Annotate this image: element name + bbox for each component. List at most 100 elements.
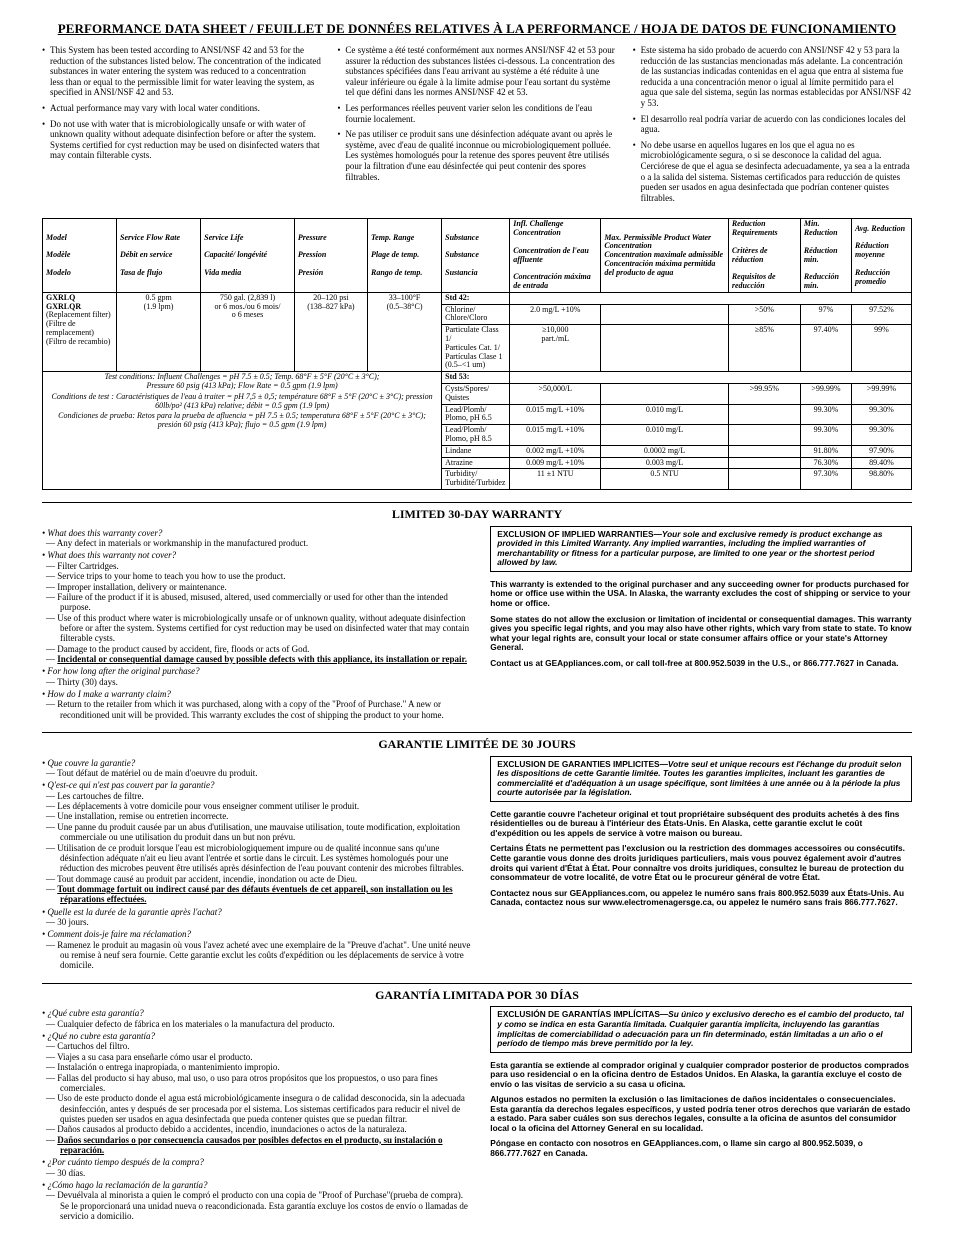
cell: Lead/Plomb/Plomo, pH 8.5 — [442, 425, 510, 446]
intro-bullet: El desarrollo real podría variar de acue… — [633, 114, 912, 135]
q: ¿Qué no cubre esta garantía? — [42, 1031, 472, 1041]
q: Comment dois-je faire ma réclamation? — [42, 929, 472, 939]
warranty-es-title: GARANTÍA LIMITADA POR 30 DÍAS — [42, 983, 912, 1003]
cell: 0.5 gpm(1.9 lpm) — [117, 292, 201, 371]
a: Failure of the product if it is abused, … — [60, 592, 472, 613]
q: What does this warranty not cover? — [42, 550, 472, 560]
a: Return to the retailer from which it was… — [60, 699, 472, 720]
intro-bullet: Do not use with water that is microbiolo… — [42, 119, 321, 161]
a: Daños causados al producto debido a acci… — [60, 1124, 472, 1134]
p: This warranty is extended to the origina… — [490, 580, 912, 609]
exclusion-box: EXCLUSIÓN DE GARANTÍAS IMPLÍCITAS—Su úni… — [490, 1006, 912, 1052]
a: Utilisation de ce produit lorsque l'eau … — [60, 843, 472, 874]
th-model: ModelModèleModelo — [43, 219, 117, 292]
p: Algunos estados no permiten la exclusión… — [490, 1095, 912, 1133]
q: Q'est-ce qui n'est pas couvert par la ga… — [42, 780, 472, 790]
th-temp: Temp. RangePlage de temp.Rango de temp. — [368, 219, 442, 292]
intro-bullet: Les performances réelles peuvent varier … — [337, 103, 616, 124]
warranty-en: What does this warranty cover? Any defec… — [42, 526, 912, 720]
cell: Cysts/Spores/Quistes — [442, 384, 510, 405]
q: How do I make a warranty claim? — [42, 689, 472, 699]
a: 30 días. — [60, 1168, 472, 1178]
warranty-fr-right: EXCLUSION DE GARANTIES IMPLICITES—Votre … — [490, 756, 912, 971]
cell: Std 53: — [442, 372, 510, 384]
q: Que couvre la garantie? — [42, 758, 472, 768]
q: ¿Por cuánto tiempo después de la compra? — [42, 1157, 472, 1167]
warranty-es: ¿Qué cubre esta garantía? Cualquier defe… — [42, 1006, 912, 1221]
cell: 20–120 psi(138–827 kPa) — [294, 292, 367, 371]
cell: Lead/Plomb/Plomo, pH 6.5 — [442, 404, 510, 425]
cell — [510, 292, 912, 304]
cell: Std 42: — [442, 292, 510, 304]
warranty-en-left: What does this warranty cover? Any defec… — [42, 526, 472, 720]
a: Instalación o entrega inapropiada, o man… — [60, 1062, 472, 1072]
a: Fallas del producto si hay abuso, mal us… — [60, 1073, 472, 1094]
performance-table: ModelModèleModelo Service Flow RateDébit… — [42, 218, 912, 490]
a: Damage to the product caused by accident… — [60, 644, 472, 654]
q: What does this warranty cover? — [42, 528, 472, 538]
a: Cualquier defecto de fábrica en los mate… — [60, 1019, 472, 1029]
warranty-es-right: EXCLUSIÓN DE GARANTÍAS IMPLÍCITAS—Su úni… — [490, 1006, 912, 1221]
p: Certains États ne permettent pas l'exclu… — [490, 844, 912, 882]
a: Uso de este producto donde el agua está … — [60, 1093, 472, 1124]
q: ¿Cómo hago la reclamación de la garantía… — [42, 1180, 472, 1190]
q: For how long after the original purchase… — [42, 666, 472, 676]
warranty-en-right: EXCLUSION OF IMPLIED WARRANTIES—Your sol… — [490, 526, 912, 720]
warranty-fr-left: Que couvre la garantie? Tout défaut de m… — [42, 756, 472, 971]
cell: 750 gal. (2,839 l)or 6 mos./ou 6 mois/o … — [201, 292, 295, 371]
intro-en: This System has been tested according to… — [42, 45, 321, 209]
exclusion-box: EXCLUSION OF IMPLIED WARRANTIES—Your sol… — [490, 526, 912, 572]
th-redreq: Reduction RequirementsCritères de réduct… — [728, 219, 800, 292]
page-title: PERFORMANCE DATA SHEET / FEUILLET DE DON… — [42, 22, 912, 37]
th-substance: SubstanceSubstanceSustancia — [442, 219, 510, 292]
a: Cartuchos del filtro. — [60, 1041, 472, 1051]
a: Les déplacements à votre domicile pour v… — [60, 801, 472, 811]
intro-fr: Ce système a été testé conformément aux … — [337, 45, 616, 209]
intro-es: Este sistema ha sido probado de acuerdo … — [633, 45, 912, 209]
cell: Lindane — [442, 445, 510, 457]
a: Ramenez le produit au magasin où vous l'… — [60, 940, 472, 971]
cell: Chlorine/Chlore/Cloro — [442, 304, 510, 325]
exclusion-box: EXCLUSION DE GARANTIES IMPLICITES—Votre … — [490, 756, 912, 802]
intro-bullet: No debe usarse en aquellos lugares en lo… — [633, 140, 912, 204]
a: Daños secundarios o por consecuencia cau… — [60, 1135, 472, 1156]
q: Quelle est la durée de la garantie après… — [42, 907, 472, 917]
a: Improper installation, delivery or maint… — [60, 582, 472, 592]
a: Service trips to your home to teach you … — [60, 571, 472, 581]
th-life: Service LifeCapacité/ longévitéVida medi… — [201, 219, 295, 292]
a: Any defect in materials or workmanship i… — [60, 538, 472, 548]
warranty-fr: Que couvre la garantie? Tout défaut de m… — [42, 756, 912, 971]
th-flow: Service Flow RateDébit en serviceTasa de… — [117, 219, 201, 292]
q: ¿Qué cubre esta garantía? — [42, 1008, 472, 1018]
intro-bullet: Este sistema ha sido probado de acuerdo … — [633, 45, 912, 109]
a: Les cartouches de filtre. — [60, 791, 472, 801]
th-avg: Avg. ReductionRéduction moyenneReducción… — [852, 219, 912, 292]
a: Thirty (30) days. — [60, 677, 472, 687]
p: Contact us at GEAppliances.com, or call … — [490, 659, 912, 669]
th-pressure: PressurePressionPresión — [294, 219, 367, 292]
cell: Atrazine — [442, 457, 510, 469]
intro-bullet: Actual performance may vary with local w… — [42, 103, 321, 114]
a: Tout défaut de matériel ou de main d'oeu… — [60, 768, 472, 778]
p: Contactez nous sur GEAppliances.com, ou … — [490, 889, 912, 908]
a: Viajes a su casa para enseñarle cómo usa… — [60, 1052, 472, 1062]
a: Devuélvala al minorista a quien le compr… — [60, 1190, 472, 1221]
test-conditions: Test conditions: Influent Challenges = p… — [43, 372, 442, 490]
a: Une panne du produit causée par un abus … — [60, 822, 472, 843]
cell: Particulate Class 1/Particules Cat. 1/Pa… — [442, 325, 510, 372]
cell-model: GXRLQGXRLQR(Replacement filter)(Filtre d… — [43, 292, 117, 371]
p: Póngase en contacto con nosotros en GEAp… — [490, 1139, 912, 1158]
th-max: Max. Permissible Product Water Concentra… — [601, 219, 729, 292]
th-infl: Infl. Challenge ConcentrationConcentrati… — [510, 219, 601, 292]
a: Filter Cartridges. — [60, 561, 472, 571]
p: Some states do not allow the exclusion o… — [490, 615, 912, 653]
a: 30 jours. — [60, 917, 472, 927]
p: Esta garantía se extiende al comprador o… — [490, 1061, 912, 1090]
a: Incidental or consequential damage cause… — [60, 654, 472, 664]
a: Use of this product where water is micro… — [60, 613, 472, 644]
a: Tout dommage fortuit ou indirect causé p… — [60, 884, 472, 905]
a: Une installation, remise ou entretien in… — [60, 811, 472, 821]
warranty-fr-title: GARANTIE LIMITÉE DE 30 JOURS — [42, 732, 912, 752]
intro-columns: This System has been tested according to… — [42, 45, 912, 209]
p: Cette garantie couvre l'acheteur origina… — [490, 810, 912, 839]
